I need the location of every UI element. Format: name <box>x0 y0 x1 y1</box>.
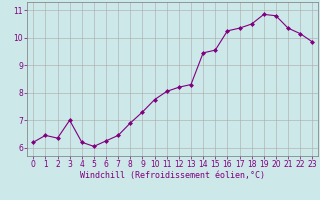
X-axis label: Windchill (Refroidissement éolien,°C): Windchill (Refroidissement éolien,°C) <box>80 171 265 180</box>
